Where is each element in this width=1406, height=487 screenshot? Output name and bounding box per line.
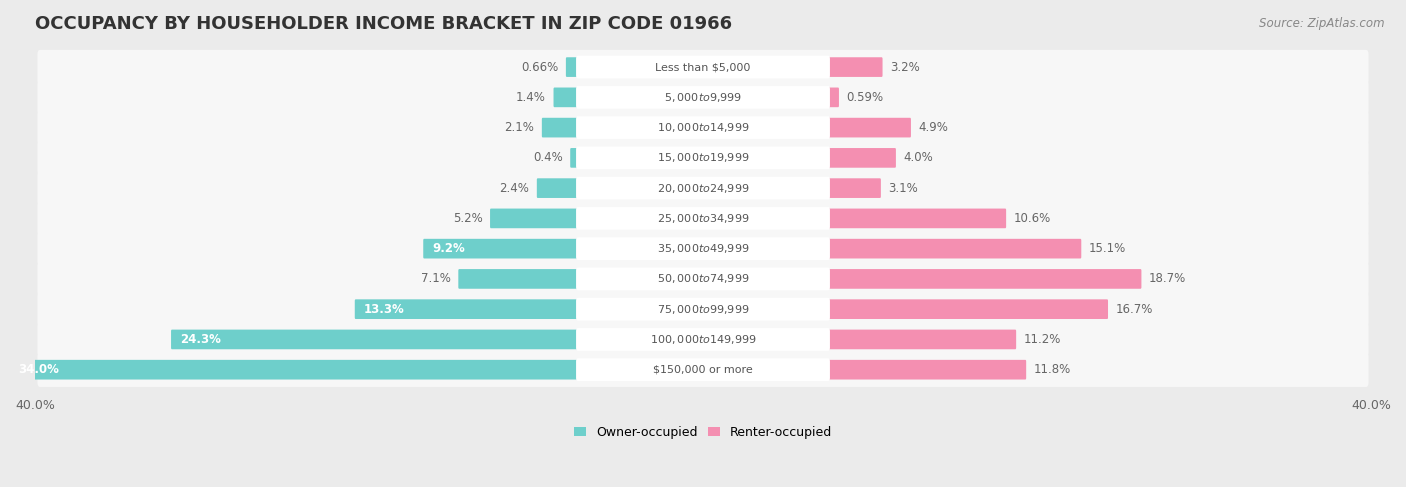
Text: 2.1%: 2.1% [505,121,534,134]
Text: 0.4%: 0.4% [533,151,562,165]
FancyBboxPatch shape [423,239,579,259]
FancyBboxPatch shape [827,208,1007,228]
FancyBboxPatch shape [38,353,1368,387]
Text: 9.2%: 9.2% [433,242,465,255]
FancyBboxPatch shape [565,57,579,77]
Text: 3.1%: 3.1% [889,182,918,195]
Text: 4.0%: 4.0% [904,151,934,165]
FancyBboxPatch shape [38,201,1368,236]
FancyBboxPatch shape [576,177,830,200]
FancyBboxPatch shape [576,86,830,109]
Text: 11.2%: 11.2% [1024,333,1062,346]
FancyBboxPatch shape [827,239,1081,259]
Text: 3.2%: 3.2% [890,60,920,74]
FancyBboxPatch shape [537,178,579,198]
FancyBboxPatch shape [38,141,1368,175]
Text: $150,000 or more: $150,000 or more [654,365,752,375]
FancyBboxPatch shape [576,116,830,139]
FancyBboxPatch shape [8,360,579,379]
FancyBboxPatch shape [827,148,896,168]
Text: $75,000 to $99,999: $75,000 to $99,999 [657,303,749,316]
FancyBboxPatch shape [38,322,1368,356]
FancyBboxPatch shape [554,88,579,107]
Legend: Owner-occupied, Renter-occupied: Owner-occupied, Renter-occupied [568,421,838,444]
Text: 13.3%: 13.3% [364,303,405,316]
FancyBboxPatch shape [827,330,1017,349]
FancyBboxPatch shape [576,237,830,260]
Text: 5.2%: 5.2% [453,212,482,225]
FancyBboxPatch shape [38,111,1368,145]
FancyBboxPatch shape [827,118,911,137]
Text: 18.7%: 18.7% [1149,272,1187,285]
Text: OCCUPANCY BY HOUSEHOLDER INCOME BRACKET IN ZIP CODE 01966: OCCUPANCY BY HOUSEHOLDER INCOME BRACKET … [35,15,733,33]
Text: 34.0%: 34.0% [18,363,59,376]
FancyBboxPatch shape [827,57,883,77]
Text: $20,000 to $24,999: $20,000 to $24,999 [657,182,749,195]
FancyBboxPatch shape [38,292,1368,326]
FancyBboxPatch shape [576,328,830,351]
Text: 10.6%: 10.6% [1014,212,1050,225]
FancyBboxPatch shape [576,207,830,230]
Text: $25,000 to $34,999: $25,000 to $34,999 [657,212,749,225]
Text: $10,000 to $14,999: $10,000 to $14,999 [657,121,749,134]
FancyBboxPatch shape [491,208,579,228]
FancyBboxPatch shape [576,358,830,381]
Text: $15,000 to $19,999: $15,000 to $19,999 [657,151,749,165]
Text: 1.4%: 1.4% [516,91,546,104]
FancyBboxPatch shape [354,300,579,319]
FancyBboxPatch shape [571,148,579,168]
FancyBboxPatch shape [541,118,579,137]
Text: $5,000 to $9,999: $5,000 to $9,999 [664,91,742,104]
FancyBboxPatch shape [458,269,579,289]
Text: 16.7%: 16.7% [1115,303,1153,316]
FancyBboxPatch shape [576,147,830,169]
FancyBboxPatch shape [827,269,1142,289]
FancyBboxPatch shape [827,300,1108,319]
Text: 2.4%: 2.4% [499,182,529,195]
FancyBboxPatch shape [576,56,830,78]
Text: 0.66%: 0.66% [522,60,558,74]
Text: $100,000 to $149,999: $100,000 to $149,999 [650,333,756,346]
FancyBboxPatch shape [576,298,830,320]
Text: 0.59%: 0.59% [846,91,883,104]
FancyBboxPatch shape [827,88,839,107]
FancyBboxPatch shape [827,178,882,198]
Text: $50,000 to $74,999: $50,000 to $74,999 [657,272,749,285]
FancyBboxPatch shape [38,171,1368,206]
Text: 4.9%: 4.9% [918,121,948,134]
Text: Less than $5,000: Less than $5,000 [655,62,751,72]
FancyBboxPatch shape [38,80,1368,114]
Text: 24.3%: 24.3% [180,333,221,346]
Text: $35,000 to $49,999: $35,000 to $49,999 [657,242,749,255]
Text: Source: ZipAtlas.com: Source: ZipAtlas.com [1260,17,1385,30]
FancyBboxPatch shape [172,330,579,349]
FancyBboxPatch shape [827,360,1026,379]
Text: 15.1%: 15.1% [1088,242,1126,255]
FancyBboxPatch shape [38,50,1368,84]
FancyBboxPatch shape [38,231,1368,266]
FancyBboxPatch shape [38,262,1368,296]
Text: 7.1%: 7.1% [420,272,451,285]
FancyBboxPatch shape [576,267,830,290]
Text: 11.8%: 11.8% [1033,363,1071,376]
